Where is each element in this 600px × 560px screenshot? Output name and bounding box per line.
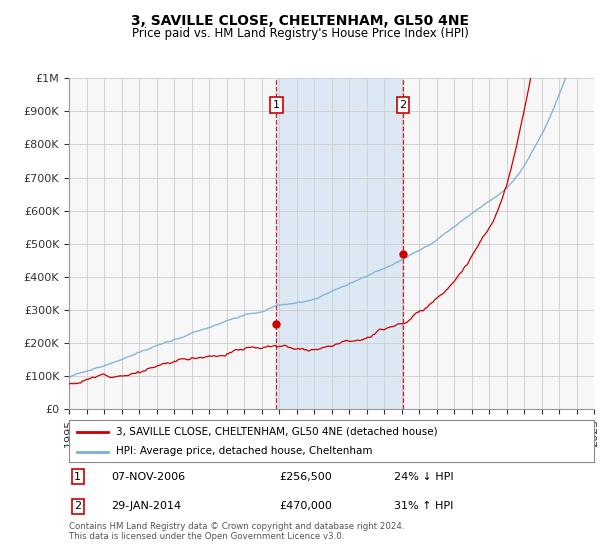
Text: HPI: Average price, detached house, Cheltenham: HPI: Average price, detached house, Chel…: [116, 446, 373, 456]
Text: 3, SAVILLE CLOSE, CHELTENHAM, GL50 4NE: 3, SAVILLE CLOSE, CHELTENHAM, GL50 4NE: [131, 14, 469, 28]
Text: 24% ↓ HPI: 24% ↓ HPI: [395, 472, 454, 482]
Text: £470,000: £470,000: [279, 501, 332, 511]
Text: 2: 2: [74, 501, 82, 511]
Text: £256,500: £256,500: [279, 472, 332, 482]
Text: Price paid vs. HM Land Registry's House Price Index (HPI): Price paid vs. HM Land Registry's House …: [131, 27, 469, 40]
Text: 3, SAVILLE CLOSE, CHELTENHAM, GL50 4NE (detached house): 3, SAVILLE CLOSE, CHELTENHAM, GL50 4NE (…: [116, 427, 438, 437]
Text: 1: 1: [74, 472, 81, 482]
Text: 07-NOV-2006: 07-NOV-2006: [111, 472, 185, 482]
Text: Contains HM Land Registry data © Crown copyright and database right 2024.
This d: Contains HM Land Registry data © Crown c…: [69, 522, 404, 542]
Text: 2: 2: [400, 100, 406, 110]
Text: 1: 1: [273, 100, 280, 110]
Text: 31% ↑ HPI: 31% ↑ HPI: [395, 501, 454, 511]
Bar: [277, 78, 403, 409]
Text: 29-JAN-2014: 29-JAN-2014: [111, 501, 181, 511]
